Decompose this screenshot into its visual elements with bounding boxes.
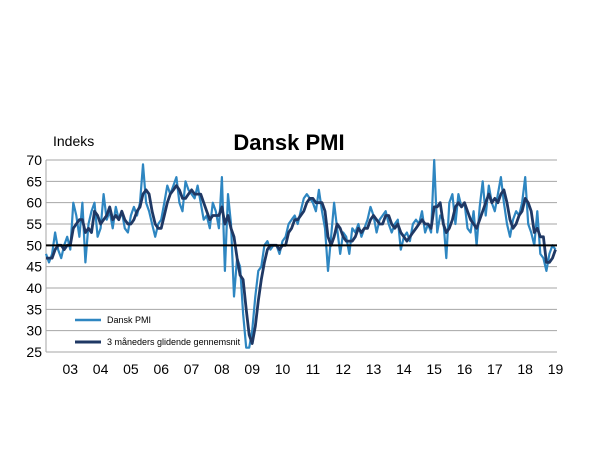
x-tick-label: 15: [426, 361, 442, 377]
x-tick-label: 18: [517, 361, 533, 377]
x-tick-label: 03: [62, 361, 78, 377]
legend: Dansk PMI 3 måneders glidende gennemsnit: [75, 315, 241, 347]
y-tick-label: 40: [26, 280, 42, 296]
chart-title: Dansk PMI: [233, 130, 344, 155]
y-tick-label: 50: [26, 237, 42, 253]
x-tick-label: 05: [123, 361, 139, 377]
x-tick-label: 06: [153, 361, 169, 377]
x-tick-label: 07: [184, 361, 200, 377]
x-tick-label: 08: [214, 361, 230, 377]
x-tick-labels: 03 04 05 06 07 08 09 10 11 12 13 14 15 16 17 18 19: [62, 361, 563, 377]
x-tick-label: 10: [275, 361, 291, 377]
y-tick-label: 70: [26, 152, 42, 168]
x-tick-label: 19: [548, 361, 564, 377]
x-tick-label: 09: [244, 361, 260, 377]
y-tick-label: 65: [26, 173, 42, 189]
x-tick-label: 04: [93, 361, 109, 377]
x-tick-label: 12: [335, 361, 351, 377]
x-tick-label: 16: [457, 361, 473, 377]
x-tick-label: 17: [487, 361, 503, 377]
legend-label-moving-average: 3 måneders glidende gennemsnit: [107, 337, 241, 347]
x-tick-label: 11: [306, 361, 321, 377]
x-tick-label: 13: [366, 361, 382, 377]
y-tick-label: 30: [26, 323, 42, 339]
series-line-moving-average: [46, 184, 557, 345]
y-tick-labels: 25 30 35 40 45 50 55 60 65 70: [26, 152, 42, 360]
series-line-pmi: [44, 158, 557, 349]
y-axis-label: Indeks: [53, 133, 94, 149]
legend-label-pmi: Dansk PMI: [107, 315, 151, 325]
y-tick-label: 55: [26, 216, 42, 232]
y-tick-label: 25: [26, 344, 42, 360]
series-lines: [44, 158, 557, 349]
y-tick-label: 60: [26, 195, 42, 211]
y-tick-label: 45: [26, 259, 42, 275]
y-tick-label: 35: [26, 301, 42, 317]
x-tick-label: 14: [396, 361, 412, 377]
